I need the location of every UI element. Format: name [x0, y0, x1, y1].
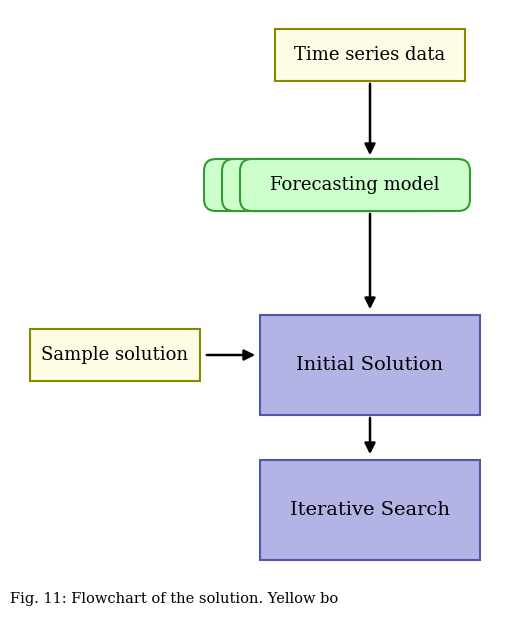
FancyBboxPatch shape: [30, 329, 200, 381]
FancyBboxPatch shape: [204, 159, 434, 211]
Text: Forecasting model: Forecasting model: [270, 176, 440, 194]
FancyBboxPatch shape: [240, 159, 470, 211]
Text: Fig. 11: Flowchart of the solution. Yellow bo: Fig. 11: Flowchart of the solution. Yell…: [10, 592, 338, 606]
Text: Sample solution: Sample solution: [42, 346, 188, 364]
Text: Time series data: Time series data: [295, 46, 446, 64]
Text: Iterative Search: Iterative Search: [290, 501, 450, 519]
FancyBboxPatch shape: [260, 315, 480, 415]
Text: Initial Solution: Initial Solution: [297, 356, 443, 374]
FancyBboxPatch shape: [222, 159, 452, 211]
FancyBboxPatch shape: [275, 29, 465, 81]
FancyBboxPatch shape: [260, 460, 480, 560]
